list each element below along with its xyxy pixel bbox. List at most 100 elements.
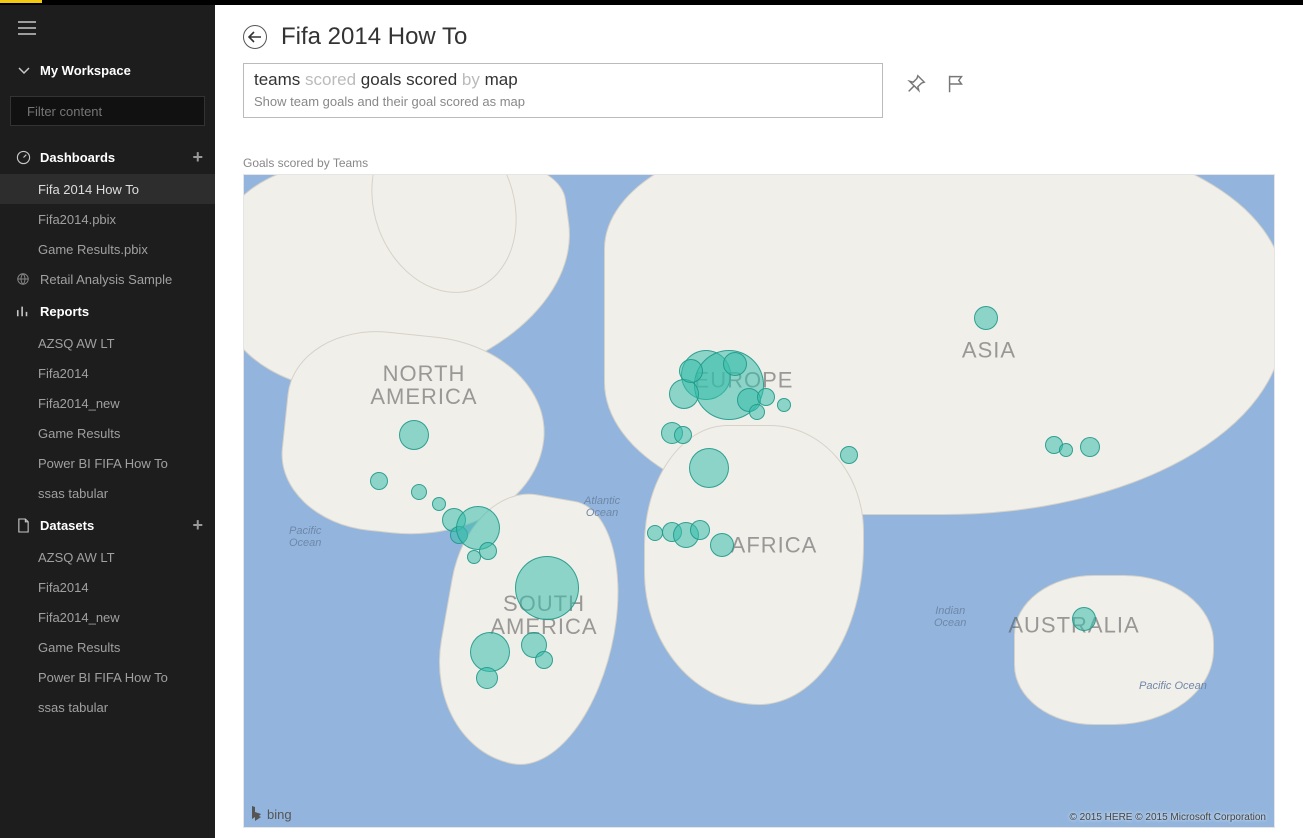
map-bubble[interactable]	[515, 556, 579, 620]
workspace-label: My Workspace	[40, 63, 131, 78]
qna-input[interactable]: teams scored goals scored by map Show te…	[243, 63, 883, 118]
qna-query-text: teams scored goals scored by map	[254, 70, 872, 90]
filter-content[interactable]	[10, 96, 205, 126]
map-bubble[interactable]	[689, 448, 729, 488]
ocean-label: Pacific Ocean	[1139, 680, 1207, 692]
nav-item[interactable]: Fifa2014	[0, 358, 215, 388]
arrow-left-icon	[248, 31, 262, 43]
map-bubble[interactable]	[674, 426, 692, 444]
nav-item[interactable]: Power BI FIFA How To	[0, 448, 215, 478]
section-dashboards[interactable]: Dashboards +	[0, 140, 215, 174]
query-token: map	[485, 70, 518, 89]
document-icon	[14, 518, 32, 533]
pin-button[interactable]	[905, 73, 927, 95]
nav-item[interactable]: Power BI FIFA How To	[0, 662, 215, 692]
map-bubble[interactable]	[723, 352, 747, 376]
content-area: Fifa 2014 How To teams scored goals scor…	[215, 5, 1303, 838]
map-bubble[interactable]	[470, 632, 510, 672]
nav-item[interactable]: AZSQ AW LT	[0, 542, 215, 572]
page-title: Fifa 2014 How To	[281, 23, 467, 51]
visualization: Goals scored by Teams bing © 2015 HERE ©…	[243, 156, 1275, 828]
ocean-label: Atlantic Ocean	[584, 495, 620, 519]
continent-label: AFRICA	[731, 533, 818, 556]
pin-icon	[905, 73, 927, 95]
flag-button[interactable]	[945, 73, 967, 95]
bar-chart-icon	[14, 304, 32, 318]
map-attribution-copyright: © 2015 HERE © 2015 Microsoft Corporation	[1070, 812, 1267, 823]
gauge-icon	[14, 150, 32, 165]
map-bubble[interactable]	[749, 404, 765, 420]
nav-item[interactable]: Game Results	[0, 418, 215, 448]
nav-item[interactable]: Fifa 2014 How To	[0, 174, 215, 204]
add-dashboard-button[interactable]: +	[192, 148, 203, 166]
map-bubble[interactable]	[777, 398, 791, 412]
bing-icon	[250, 806, 263, 823]
bing-label: bing	[267, 807, 292, 822]
qna-hint: Show team goals and their goal scored as…	[254, 94, 872, 109]
map-bubble[interactable]	[370, 472, 388, 490]
continent-label: NORTH AMERICA	[370, 362, 477, 408]
qna-row: teams scored goals scored by map Show te…	[215, 63, 1303, 118]
map-bubble[interactable]	[840, 446, 858, 464]
qna-actions	[883, 63, 967, 95]
nav-item[interactable]: Fifa2014_new	[0, 602, 215, 632]
nav-item[interactable]: Game Results.pbix	[0, 234, 215, 264]
map-bubble[interactable]	[411, 484, 427, 500]
map-bubble[interactable]	[479, 542, 497, 560]
map-bubble[interactable]	[1072, 607, 1096, 631]
filter-input[interactable]	[27, 104, 203, 119]
add-dataset-button[interactable]: +	[192, 516, 203, 534]
window-topbar	[0, 0, 1303, 5]
map-bubble[interactable]	[1080, 437, 1100, 457]
flag-icon	[945, 73, 967, 95]
nav-item[interactable]: Fifa2014_new	[0, 388, 215, 418]
continent-label: ASIA	[962, 338, 1016, 361]
map-bubble[interactable]	[690, 520, 710, 540]
map-canvas[interactable]: bing © 2015 HERE © 2015 Microsoft Corpor…	[243, 174, 1275, 828]
sidebar: My Workspace Dashboards + Fifa 2014 How …	[0, 5, 215, 838]
query-token: goals scored	[361, 70, 457, 89]
nav-item[interactable]: AZSQ AW LT	[0, 328, 215, 358]
map-bubble[interactable]	[476, 667, 498, 689]
query-token: teams	[254, 70, 300, 89]
map-bubble[interactable]	[432, 497, 446, 511]
map-bubble[interactable]	[399, 420, 429, 450]
map-bubble[interactable]	[710, 533, 734, 557]
chevron-down-icon	[18, 64, 30, 76]
map-bubble[interactable]	[974, 306, 998, 330]
nav-item[interactable]: ssas tabular	[0, 692, 215, 722]
section-datasets[interactable]: Datasets +	[0, 508, 215, 542]
hamburger-button[interactable]	[0, 5, 215, 50]
nav-label: Retail Analysis Sample	[40, 272, 172, 287]
app-shell: My Workspace Dashboards + Fifa 2014 How …	[0, 5, 1303, 838]
ocean-label: Pacific Ocean	[289, 525, 321, 549]
nav-item[interactable]: ssas tabular	[0, 478, 215, 508]
page-header: Fifa 2014 How To	[215, 5, 1303, 63]
nav-item[interactable]: Fifa2014	[0, 572, 215, 602]
map-bubble[interactable]	[535, 651, 553, 669]
globe-icon	[14, 272, 32, 286]
nav-item[interactable]: Game Results	[0, 632, 215, 662]
section-label: Reports	[40, 304, 89, 319]
landmass	[644, 425, 864, 705]
workspace-selector[interactable]: My Workspace	[0, 50, 215, 90]
section-label: Datasets	[40, 518, 94, 533]
map-bubble[interactable]	[757, 388, 775, 406]
hamburger-icon	[18, 21, 36, 35]
map-bubble[interactable]	[669, 379, 699, 409]
viz-title: Goals scored by Teams	[243, 156, 1275, 170]
ocean-label: Indian Ocean	[934, 605, 966, 629]
map-bubble[interactable]	[679, 359, 703, 383]
query-token: scored	[300, 70, 360, 89]
back-button[interactable]	[243, 25, 267, 49]
map-bubble[interactable]	[467, 550, 481, 564]
section-reports[interactable]: Reports	[0, 294, 215, 328]
nav-item[interactable]: Retail Analysis Sample	[0, 264, 215, 294]
landmass	[1014, 575, 1214, 725]
section-label: Dashboards	[40, 150, 115, 165]
map-bubble[interactable]	[647, 525, 663, 541]
nav-item[interactable]: Fifa2014.pbix	[0, 204, 215, 234]
query-token: by	[457, 70, 484, 89]
map-bubble[interactable]	[1059, 443, 1073, 457]
map-attribution-bing: bing	[250, 806, 292, 823]
